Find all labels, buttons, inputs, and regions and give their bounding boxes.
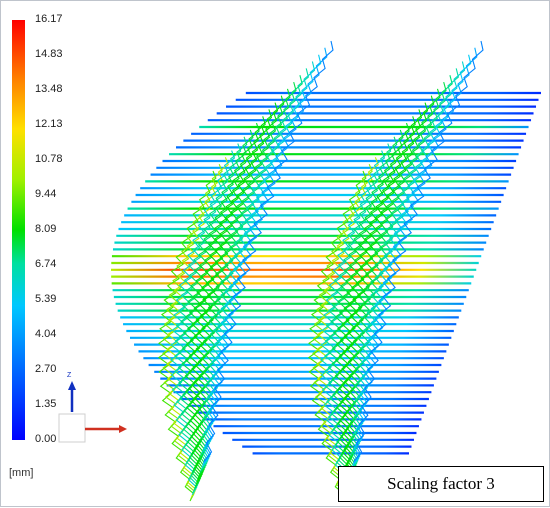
triad-box [58, 413, 86, 443]
scale-tick-label: 14.83 [35, 48, 63, 60]
scale-tick-label: 2.70 [35, 363, 57, 375]
mesh-lines [111, 91, 541, 455]
color-scale-bar [12, 20, 25, 440]
axis-triad: Z [58, 372, 127, 443]
blade-zigzag [177, 136, 248, 491]
blade-zigzag [187, 116, 266, 485]
blade-zigzag [349, 81, 447, 474]
scale-tick-label: 6.74 [35, 258, 57, 270]
blade-zigzag [193, 102, 279, 481]
z-axis-label: Z [67, 372, 72, 379]
scale-tick-label: 9.44 [35, 188, 57, 200]
blade-zigzag [331, 129, 404, 489]
blade-zigzag [346, 95, 435, 479]
blade-zigzag [343, 102, 429, 481]
blade-zigzag [199, 75, 303, 472]
blade-zigzag [197, 88, 291, 477]
unit-label: [mm] [9, 467, 34, 479]
blade-zigzag [337, 116, 416, 485]
blade-zigzag [202, 47, 328, 464]
blade-zigzag [352, 54, 472, 466]
x-axis-arrowhead [119, 425, 127, 433]
scale-tick-label: 12.13 [35, 118, 63, 130]
blade-zigzag [199, 81, 297, 474]
blade-zigzag [350, 68, 460, 470]
blade-zigzag [200, 68, 310, 470]
blade-zigzag [196, 95, 285, 479]
blade-zigzag [353, 40, 484, 462]
blade-zigzag [347, 88, 441, 477]
blade-zigzag [190, 109, 273, 483]
blade-zigzag [351, 61, 466, 468]
blade-zigzag [202, 54, 322, 466]
blade-zigzag [334, 122, 410, 487]
scale-tick-label: 4.04 [35, 328, 57, 340]
blade-zigzag [349, 75, 453, 472]
blade-zigzag [352, 47, 478, 464]
scale-tick-label: 5.39 [35, 293, 57, 305]
blade-zigzag [201, 61, 316, 468]
scale-tick-label: 1.35 [35, 398, 57, 410]
blade-zigzag [181, 129, 254, 489]
blade-zigzag [203, 40, 334, 462]
blade-zigzags [157, 40, 484, 502]
z-axis-arrowhead [68, 381, 76, 390]
scale-tick-label: 13.48 [35, 83, 63, 95]
scale-tick-label: 0.00 [35, 433, 57, 445]
scale-tick-label: 16.17 [35, 13, 63, 25]
blade-zigzag [184, 122, 260, 487]
caption-text: Scaling factor 3 [387, 474, 495, 493]
scale-tick-label: 10.78 [35, 153, 63, 165]
blade-zigzag [340, 109, 423, 483]
blade-zigzag [327, 136, 398, 491]
caption-box: Scaling factor 3 [338, 466, 544, 502]
scale-tick-label: 8.09 [35, 223, 57, 235]
